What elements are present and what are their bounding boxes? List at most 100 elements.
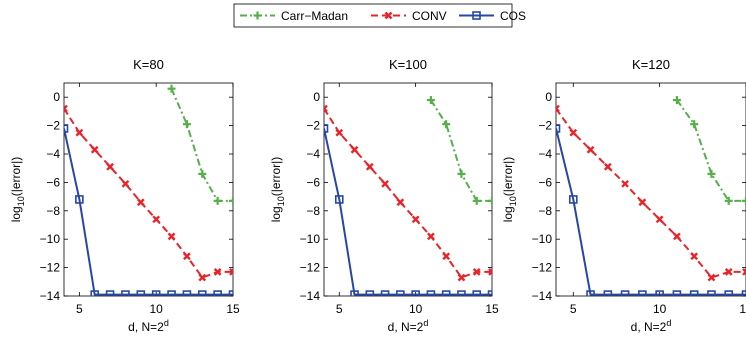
series-conv bbox=[556, 104, 746, 282]
data-point bbox=[487, 290, 492, 296]
data-point bbox=[350, 145, 359, 154]
x-tick-label: 15 bbox=[739, 302, 746, 316]
series-carr-madan bbox=[167, 84, 233, 205]
y-tick-label: −10 bbox=[40, 232, 61, 246]
x-tick-label: 10 bbox=[409, 302, 423, 316]
data-point bbox=[724, 290, 734, 296]
y-tick-label: −4 bbox=[46, 147, 60, 161]
panel-k-100: 5 10 15 0 −2 −4 −6 −8 −10 −12 −14 K=100 d, N=2d log10… bbox=[269, 57, 499, 334]
data-point bbox=[655, 290, 664, 296]
legend-entry-conv: CONV bbox=[371, 9, 447, 23]
data-point bbox=[457, 273, 466, 282]
series-cos bbox=[324, 124, 492, 296]
data-point bbox=[324, 124, 329, 133]
series-layer bbox=[64, 84, 233, 296]
y-tick-label: −2 bbox=[538, 119, 552, 133]
y-tick-label: −6 bbox=[46, 175, 60, 189]
series-layer bbox=[556, 96, 746, 296]
data-point bbox=[396, 198, 405, 207]
data-point bbox=[350, 290, 359, 296]
plot-frame bbox=[63, 82, 234, 297]
data-point bbox=[638, 198, 647, 207]
legend-entry-cos: COS bbox=[459, 9, 526, 23]
data-point bbox=[167, 84, 176, 93]
data-point bbox=[324, 104, 328, 113]
data-point bbox=[742, 268, 746, 276]
data-point bbox=[690, 120, 699, 129]
data-point bbox=[586, 290, 595, 296]
data-point bbox=[426, 96, 435, 105]
y-tick-label: −12 bbox=[532, 261, 553, 275]
data-point bbox=[672, 290, 682, 296]
data-point bbox=[690, 252, 699, 261]
panel-title: K=80 bbox=[133, 57, 164, 72]
data-point bbox=[741, 290, 746, 296]
data-point bbox=[457, 169, 466, 178]
data-point bbox=[411, 290, 420, 296]
data-point bbox=[707, 273, 716, 282]
series-carr-madan bbox=[426, 96, 492, 205]
data-point bbox=[213, 196, 222, 205]
series-cos bbox=[556, 124, 746, 296]
data-point bbox=[167, 290, 176, 296]
x-tick-label: 15 bbox=[226, 302, 240, 316]
data-point bbox=[707, 169, 716, 178]
series-line bbox=[324, 108, 492, 279]
data-point bbox=[90, 290, 100, 296]
data-point bbox=[105, 290, 115, 296]
data-point bbox=[75, 195, 84, 204]
y-tick-label: −14 bbox=[532, 289, 553, 303]
data-point bbox=[64, 124, 69, 133]
data-point bbox=[182, 290, 192, 296]
legend-marker bbox=[472, 11, 481, 20]
data-point bbox=[121, 290, 130, 296]
data-point bbox=[457, 290, 466, 296]
y-axis-label: log10(|error|) bbox=[269, 157, 286, 223]
series-carr-madan bbox=[672, 96, 746, 205]
data-point bbox=[621, 179, 629, 188]
data-point bbox=[380, 290, 390, 296]
data-point bbox=[64, 104, 68, 113]
data-point bbox=[655, 215, 664, 224]
data-point bbox=[603, 162, 612, 171]
data-point bbox=[106, 162, 114, 171]
data-point bbox=[472, 196, 481, 205]
data-point bbox=[229, 268, 233, 276]
data-point bbox=[426, 290, 436, 296]
data-point bbox=[441, 290, 451, 296]
data-point bbox=[396, 290, 405, 296]
x-axis-label: d, N=2d bbox=[631, 318, 672, 334]
y-tick-label: −8 bbox=[46, 204, 60, 218]
data-point bbox=[488, 196, 492, 205]
data-point bbox=[167, 232, 176, 241]
series-line bbox=[324, 128, 492, 296]
legend-label: COS bbox=[500, 9, 526, 23]
panel-k-80: 5 10 15 0 −2 −4 −6 −8 −10 −12 −14 K=80 d, N=2d log10(… bbox=[9, 57, 240, 334]
data-point bbox=[198, 169, 207, 178]
x-axis-label: d, N=2d bbox=[128, 318, 169, 334]
y-tick-label: −2 bbox=[306, 119, 320, 133]
y-tick-label: −10 bbox=[532, 232, 553, 246]
panel-title: K=120 bbox=[632, 57, 670, 72]
data-point bbox=[365, 290, 375, 296]
data-point bbox=[198, 273, 207, 282]
series-line bbox=[556, 108, 746, 279]
data-point bbox=[638, 290, 647, 296]
data-point bbox=[724, 268, 733, 276]
data-point bbox=[152, 215, 161, 224]
data-point bbox=[182, 120, 191, 129]
y-tick-label: −8 bbox=[538, 204, 552, 218]
series-line bbox=[556, 128, 746, 296]
data-point bbox=[335, 128, 344, 137]
y-axis-label: log10(|error|) bbox=[9, 157, 26, 223]
data-point bbox=[90, 145, 99, 154]
legend-marker bbox=[384, 11, 393, 20]
y-tick-label: −14 bbox=[40, 289, 61, 303]
data-point bbox=[556, 104, 560, 113]
series-line bbox=[64, 108, 233, 279]
plot-frame bbox=[323, 82, 493, 297]
series-layer bbox=[324, 96, 492, 296]
data-point bbox=[75, 128, 84, 137]
data-point bbox=[673, 232, 681, 241]
x-tick-label: 5 bbox=[76, 302, 83, 316]
